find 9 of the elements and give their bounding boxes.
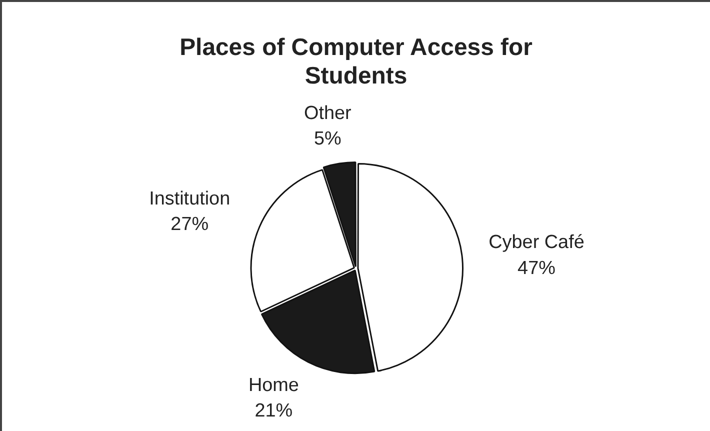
slice-label: Home	[248, 374, 299, 396]
slice-label: Cyber Café	[488, 232, 584, 254]
data-label: 21%	[254, 400, 293, 422]
data-label: 47%	[518, 258, 556, 280]
data-label: 27%	[170, 214, 209, 236]
chart-title: Places of Computer Access for Students	[180, 34, 532, 90]
data-label: 5%	[314, 128, 342, 150]
slice-label: Institution	[149, 188, 230, 210]
slice-label: Other	[304, 102, 352, 124]
